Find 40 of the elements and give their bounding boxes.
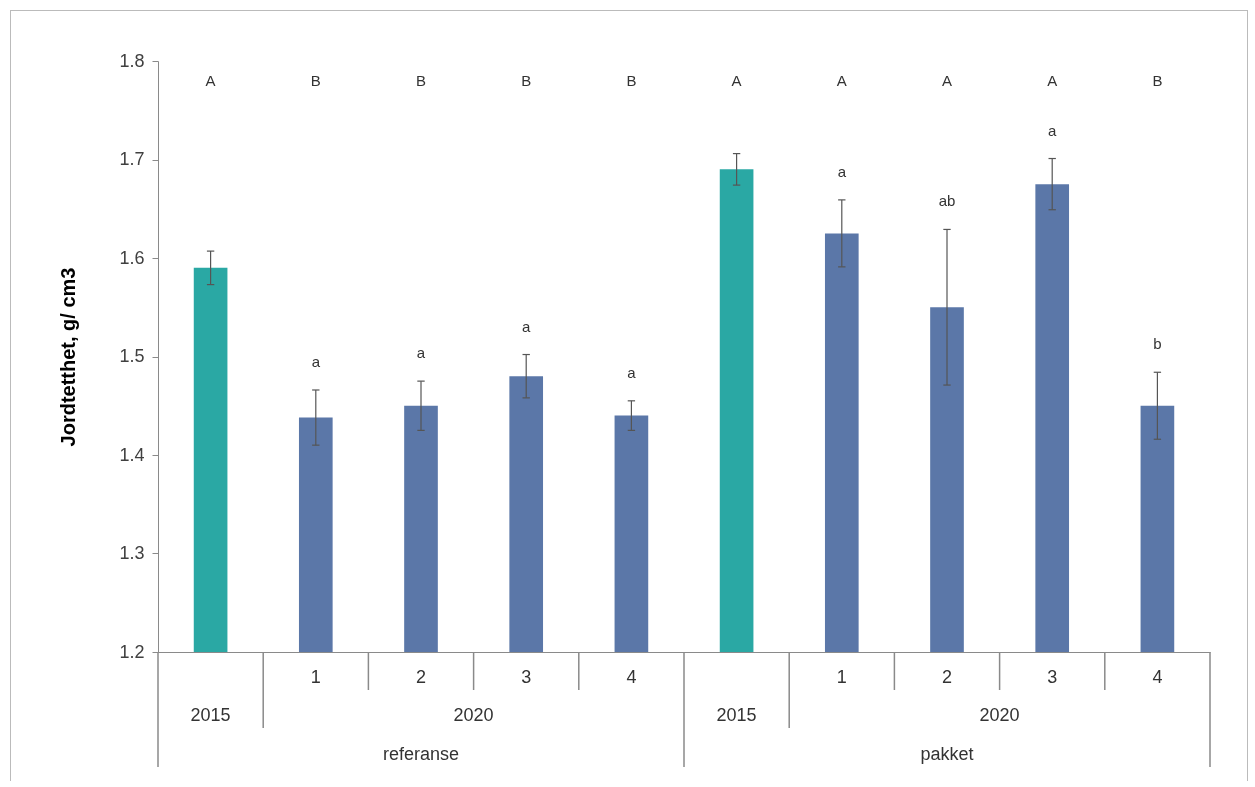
annotation: B (1152, 72, 1163, 89)
y-tick-label: 1.5 (119, 346, 145, 366)
annotation: B (626, 72, 637, 89)
x-tick-label: 4 (626, 667, 637, 687)
annotation: B (521, 72, 532, 89)
annotation: a (522, 317, 532, 335)
y-tick-label: 1.2 (119, 641, 145, 662)
annotation: B (415, 72, 427, 89)
text: referanse (382, 744, 460, 764)
x-tick-label: 3 (521, 667, 532, 687)
x-tick-label: 4 (1152, 667, 1163, 687)
x-tick-label: 1 (310, 667, 321, 687)
x-tick-label: 3 (1047, 667, 1058, 687)
x-tick-label: 1 (836, 667, 847, 687)
y-tick-label: 1.7 (119, 149, 145, 169)
text: 2020 (979, 705, 1020, 725)
y-axis-title: Jordtetthet, g/ cm3 (57, 267, 80, 447)
annotation: b (1153, 335, 1162, 353)
annotation: a (1048, 121, 1058, 139)
annotation: A (1047, 72, 1058, 89)
text: 2020 (453, 705, 494, 725)
x-tick-label: 2 (941, 667, 953, 687)
x-tick-label: 2 (415, 667, 427, 687)
y-tick-label: 1.6 (119, 247, 145, 268)
annotation: A (731, 72, 742, 89)
annotation: A (836, 72, 847, 89)
text: 2015 (716, 705, 757, 725)
annotation: A (941, 72, 953, 89)
annotation: a (627, 363, 637, 381)
annotation: ab (938, 192, 956, 210)
annotation: A (205, 72, 216, 89)
annotation: a (416, 344, 426, 362)
y-tick-label: 1.8 (119, 50, 145, 71)
annotation: a (311, 352, 321, 370)
text: pakket (920, 744, 974, 764)
y-tick-label: 1.3 (119, 543, 145, 563)
text: 2015 (190, 705, 231, 725)
annotation: a (837, 162, 847, 180)
y-tick-label: 1.4 (119, 444, 145, 465)
annotation: B (310, 72, 321, 89)
